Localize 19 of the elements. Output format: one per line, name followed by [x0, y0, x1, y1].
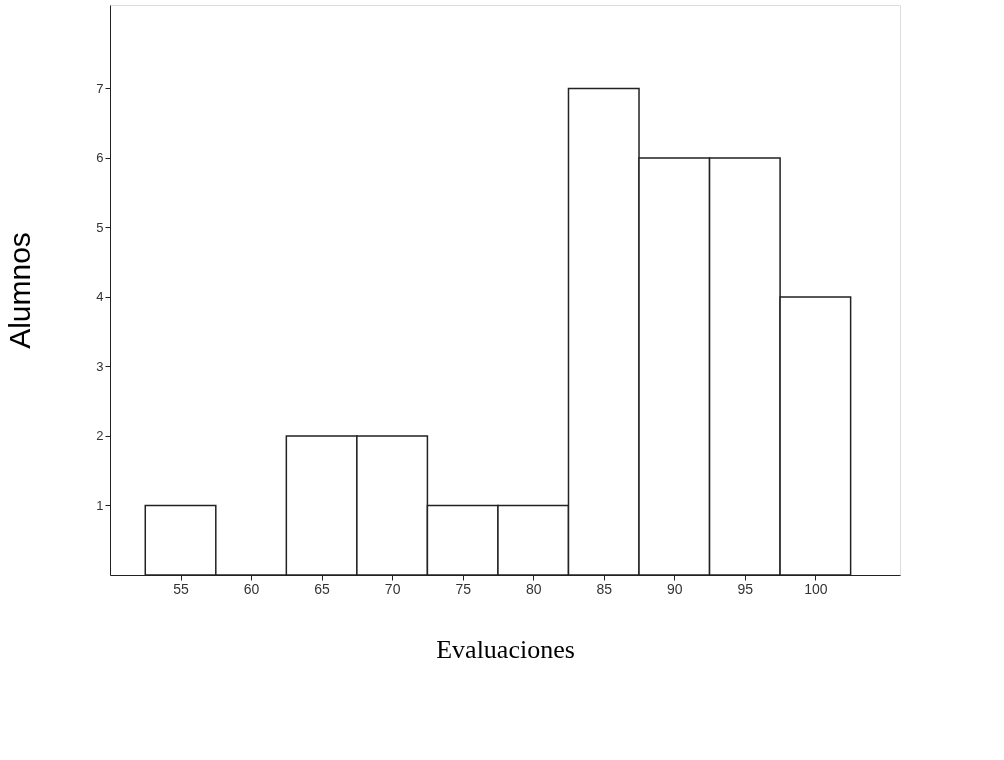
- y-axis-title: Alumnos: [3, 232, 37, 349]
- x-tick-label: 80: [525, 580, 542, 597]
- x-tick-label: 65: [314, 580, 331, 597]
- x-tick-label: 90: [667, 580, 683, 597]
- y-tick-label: 3: [96, 358, 104, 374]
- x-axis-title: Evaluaciones: [436, 634, 575, 664]
- x-tick-label: 60: [243, 580, 260, 597]
- y-tick-label: 2: [96, 428, 104, 444]
- x-tick-label: 75: [455, 580, 472, 597]
- y-tick-label: 7: [96, 80, 104, 96]
- x-tick-label: 100: [804, 580, 828, 597]
- x-tick-label: 95: [737, 580, 754, 597]
- y-tick-label: 6: [96, 150, 104, 166]
- x-tick-label: 55: [173, 580, 190, 597]
- x-tick-label: 70: [384, 580, 401, 597]
- y-tick-label: 4: [96, 289, 104, 305]
- y-tick-label: 5: [96, 219, 104, 235]
- y-tick-label: 1: [96, 497, 104, 513]
- x-tick-label: 85: [596, 580, 613, 597]
